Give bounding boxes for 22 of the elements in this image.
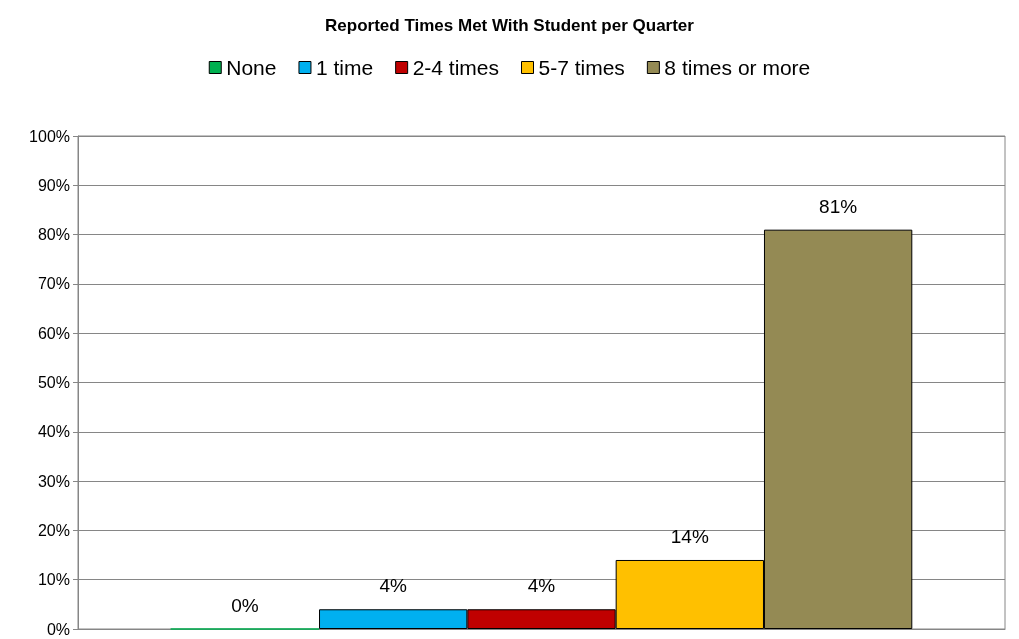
data-label: 81%: [819, 195, 858, 217]
y-tick-label: 10%: [37, 571, 70, 589]
data-label: 14%: [670, 525, 709, 547]
legend-label: 8 times or more: [664, 56, 811, 79]
legend-label: None: [226, 56, 277, 79]
data-label: 0%: [231, 594, 259, 616]
y-tick-label: 0%: [46, 620, 70, 638]
legend-label: 2-4 times: [412, 56, 500, 79]
chart-title: Reported Times Met With Student per Quarter: [325, 16, 695, 35]
y-tick-label: 40%: [37, 423, 70, 441]
y-tick-label: 60%: [37, 324, 70, 342]
data-label: 4%: [527, 575, 556, 597]
legend-label: 1 time: [315, 56, 374, 79]
data-label: 4%: [379, 575, 408, 597]
legend-label: 5-7 times: [538, 56, 625, 79]
y-tick-label: 20%: [37, 521, 70, 539]
y-tick-label: 50%: [37, 374, 70, 391]
y-tick-label: 100%: [29, 127, 70, 145]
y-tick-label: 90%: [37, 176, 70, 194]
y-tick-label: 80%: [37, 226, 70, 244]
y-tick-label: 30%: [37, 472, 70, 490]
y-tick-label: 70%: [37, 275, 70, 293]
